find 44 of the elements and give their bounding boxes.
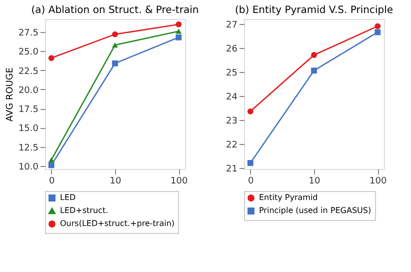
y-tick-label: 24 [226, 92, 238, 102]
point [374, 29, 381, 36]
legend-label: LED [60, 193, 76, 202]
y-tick-label: 27.5 [18, 28, 38, 39]
y-tick-label: 21 [226, 164, 238, 174]
point [48, 162, 54, 168]
y-tick-label: 22 [226, 140, 238, 150]
point [112, 60, 118, 66]
x-tick-label: 0 [248, 176, 254, 186]
chart-title: (b) Entity Pyramid V.S. Principle [234, 5, 394, 16]
x-tick-label: 100 [170, 176, 188, 186]
legend-label: LED+struct. [60, 206, 108, 215]
y-tick-label: 20.0 [18, 86, 39, 96]
point [48, 55, 54, 61]
y-tick-label: 22.5 [18, 66, 38, 77]
legend-label: Principle (used in PEGASUS) [259, 206, 372, 215]
point [112, 42, 118, 48]
point [112, 31, 118, 38]
point [48, 157, 54, 162]
y-tick-label: 26 [226, 44, 238, 54]
point [247, 108, 254, 114]
point [311, 68, 317, 74]
y-tick-label: 25 [226, 68, 238, 78]
y-tick-label: 23 [226, 116, 238, 126]
point [176, 21, 182, 28]
x-tick-label: 0 [48, 176, 55, 186]
x-tick-label: 100 [370, 176, 387, 186]
point [247, 160, 254, 166]
y-tick-label: 27 [226, 20, 238, 30]
chart-title: (a) Ablation on Struct. & Pre-train [31, 5, 199, 16]
point [311, 52, 317, 58]
point [176, 34, 182, 40]
x-tick-label: 10 [110, 176, 122, 186]
legend-label: Ours(LED+struct.+pre-train) [60, 219, 175, 228]
point [374, 23, 381, 30]
y-tick-label: 15.0 [18, 124, 39, 134]
y-tick-label: 10.0 [18, 162, 39, 172]
y-tick-label: 17.5 [18, 105, 38, 116]
point [176, 28, 182, 34]
x-tick-label: 10 [308, 176, 320, 186]
legend-label: Entity Pyramid [259, 193, 318, 202]
y-tick-label: 25.0 [18, 48, 39, 58]
y-tick-label: 12.5 [18, 143, 38, 154]
y-axis-title: AVG ROUGE [5, 67, 16, 122]
